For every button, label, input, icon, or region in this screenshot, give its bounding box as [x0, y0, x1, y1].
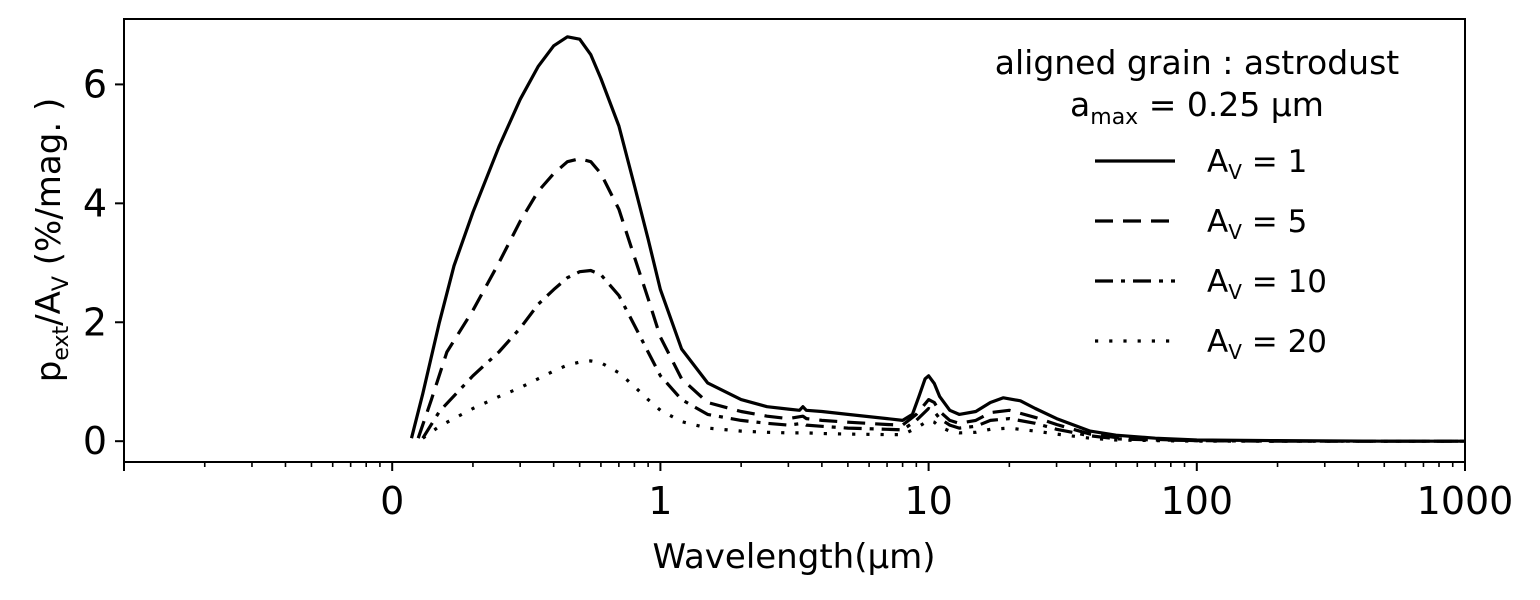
- legend-title-line1: aligned grain : astrodust: [995, 43, 1400, 82]
- x-tick-label: 0: [380, 479, 404, 523]
- legend-title-line2: amax = 0.25 μm: [1070, 85, 1324, 130]
- y-axis-label-p-sub: ext: [49, 325, 74, 360]
- legend-title-amax-sub: max: [1090, 105, 1138, 130]
- series-line-1: [409, 35, 1465, 443]
- y-tick-label: 2: [83, 300, 107, 344]
- legend-label-2: AV = 5: [1207, 204, 1307, 244]
- legend-label-3: AV = 10: [1207, 264, 1327, 304]
- series-line-3: [421, 268, 1465, 443]
- series-line-2: [416, 157, 1465, 443]
- legend-entries: AV = 1 AV = 5 AV = 10 AV = 20: [1095, 144, 1327, 364]
- legend-title-amax-value: = 0.25 μm: [1138, 85, 1324, 124]
- legend-title-amax: a: [1070, 85, 1090, 124]
- y-tick-label: 4: [83, 181, 107, 225]
- x-axis-label: Wavelength(μm): [653, 537, 936, 577]
- x-axis-label-unit: (μm): [854, 537, 935, 577]
- x-tick-label: 1: [648, 479, 672, 523]
- x-tick-label: 1000: [1417, 479, 1514, 523]
- legend: aligned grain : astrodust amax = 0.25 μm…: [995, 43, 1400, 364]
- y-axis: 0 2 4 6: [83, 62, 124, 463]
- x-tick-label: 10: [904, 479, 952, 523]
- series-layer: [409, 35, 1465, 443]
- y-tick-label: 0: [83, 419, 107, 463]
- y-axis-label-unit: (%/mag. ): [29, 98, 69, 276]
- y-axis-label-a: /A: [29, 291, 69, 326]
- y-axis-label: pext/AV (%/mag. ): [29, 98, 74, 382]
- plot-frame: [123, 18, 1466, 463]
- x-axis-label-main: Wavelength: [653, 537, 855, 577]
- y-tick-label: 6: [83, 62, 107, 106]
- x-axis: 0 1 10 100 1000: [123, 462, 1514, 523]
- x-tick-label: 100: [1161, 479, 1234, 523]
- legend-label-4: AV = 20: [1207, 324, 1327, 364]
- y-axis-label-a-sub: V: [49, 276, 74, 291]
- legend-label-1: AV = 1: [1207, 144, 1307, 184]
- y-axis-label-p: p: [29, 361, 69, 383]
